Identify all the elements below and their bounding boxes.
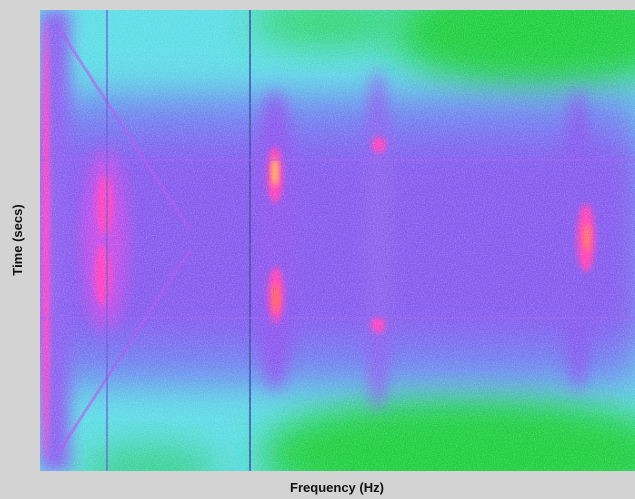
y-axis-label: Time (secs) — [10, 204, 25, 275]
x-axis-label: Frequency (Hz) — [290, 480, 384, 495]
spectrogram-image — [40, 10, 635, 471]
